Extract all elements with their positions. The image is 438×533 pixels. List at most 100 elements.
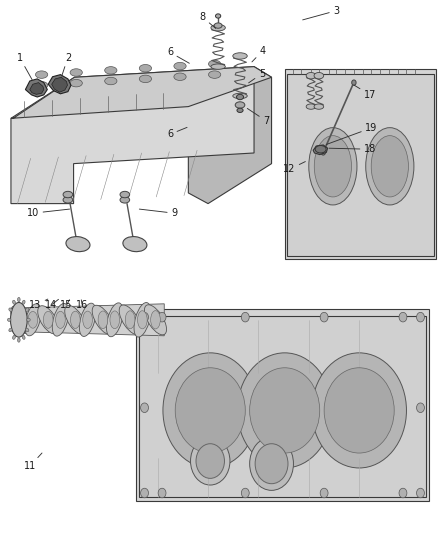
Ellipse shape (309, 128, 357, 205)
Ellipse shape (158, 312, 166, 322)
Ellipse shape (174, 73, 186, 80)
Ellipse shape (145, 305, 166, 335)
Text: 19: 19 (326, 123, 378, 144)
Ellipse shape (105, 67, 117, 74)
Ellipse shape (215, 14, 221, 18)
Ellipse shape (110, 311, 120, 329)
Ellipse shape (141, 403, 148, 413)
Ellipse shape (250, 368, 320, 453)
Ellipse shape (306, 72, 316, 79)
Polygon shape (139, 316, 426, 497)
Ellipse shape (16, 311, 26, 328)
Ellipse shape (163, 353, 258, 468)
Ellipse shape (35, 71, 48, 78)
Polygon shape (287, 74, 434, 256)
Ellipse shape (63, 191, 73, 198)
Ellipse shape (70, 79, 82, 87)
Ellipse shape (65, 305, 86, 334)
Ellipse shape (22, 335, 25, 340)
Ellipse shape (79, 303, 96, 336)
Ellipse shape (235, 102, 245, 108)
Ellipse shape (52, 303, 69, 336)
Text: 15: 15 (60, 300, 73, 310)
Ellipse shape (25, 328, 29, 332)
Ellipse shape (13, 335, 15, 340)
Text: 4: 4 (252, 46, 266, 62)
Ellipse shape (233, 93, 247, 99)
Ellipse shape (7, 318, 11, 321)
Text: 14: 14 (45, 300, 59, 310)
Ellipse shape (123, 237, 147, 252)
Polygon shape (52, 77, 67, 92)
Ellipse shape (35, 82, 48, 89)
Ellipse shape (106, 303, 123, 337)
Ellipse shape (191, 437, 230, 485)
Polygon shape (285, 69, 436, 259)
Ellipse shape (324, 368, 394, 453)
Ellipse shape (320, 488, 328, 498)
Polygon shape (136, 309, 429, 501)
Ellipse shape (22, 300, 25, 304)
Text: 9: 9 (139, 208, 177, 218)
Text: 2: 2 (62, 53, 71, 76)
Text: 18: 18 (329, 144, 376, 154)
Ellipse shape (315, 146, 326, 153)
Ellipse shape (98, 311, 108, 329)
Ellipse shape (417, 403, 424, 413)
Ellipse shape (208, 71, 221, 78)
Polygon shape (11, 67, 272, 118)
Ellipse shape (13, 300, 15, 304)
Ellipse shape (237, 94, 244, 100)
Ellipse shape (92, 305, 114, 334)
Text: 16: 16 (76, 300, 88, 310)
Ellipse shape (237, 108, 243, 112)
Ellipse shape (27, 318, 30, 321)
Ellipse shape (56, 311, 65, 328)
Ellipse shape (196, 443, 225, 479)
Ellipse shape (352, 80, 356, 85)
Text: 13: 13 (29, 299, 48, 310)
Ellipse shape (211, 64, 225, 69)
Ellipse shape (28, 311, 38, 328)
Ellipse shape (306, 104, 316, 109)
Ellipse shape (241, 488, 249, 498)
Text: 7: 7 (247, 108, 269, 126)
Ellipse shape (211, 25, 225, 31)
Ellipse shape (320, 312, 328, 322)
Polygon shape (313, 145, 328, 155)
Ellipse shape (134, 303, 151, 337)
Ellipse shape (158, 488, 166, 498)
Ellipse shape (312, 353, 406, 468)
Ellipse shape (175, 368, 245, 453)
Text: 11: 11 (24, 453, 42, 471)
Ellipse shape (83, 311, 92, 328)
Ellipse shape (139, 64, 152, 72)
Text: 3: 3 (303, 6, 339, 20)
Ellipse shape (214, 23, 222, 28)
Ellipse shape (63, 197, 73, 203)
Ellipse shape (70, 69, 82, 76)
Ellipse shape (11, 302, 27, 337)
Text: 17: 17 (354, 85, 376, 100)
Ellipse shape (174, 62, 186, 70)
Ellipse shape (11, 306, 32, 334)
Ellipse shape (399, 312, 407, 322)
Ellipse shape (38, 306, 59, 334)
Text: 1: 1 (17, 53, 32, 80)
Ellipse shape (314, 72, 324, 79)
Ellipse shape (125, 311, 135, 329)
Ellipse shape (18, 338, 20, 342)
Polygon shape (11, 67, 254, 204)
Ellipse shape (43, 311, 53, 328)
Polygon shape (188, 67, 272, 204)
Ellipse shape (25, 308, 29, 311)
Ellipse shape (151, 311, 160, 329)
Ellipse shape (120, 191, 130, 198)
Polygon shape (25, 79, 47, 97)
Ellipse shape (208, 60, 221, 68)
Ellipse shape (314, 104, 324, 109)
Ellipse shape (25, 304, 41, 336)
Polygon shape (12, 304, 164, 336)
Ellipse shape (233, 53, 247, 59)
Text: 8: 8 (199, 12, 216, 28)
